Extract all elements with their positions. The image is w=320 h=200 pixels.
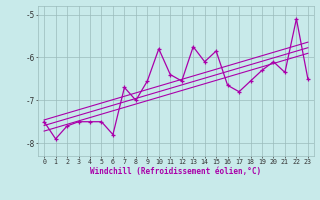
- X-axis label: Windchill (Refroidissement éolien,°C): Windchill (Refroidissement éolien,°C): [91, 167, 261, 176]
